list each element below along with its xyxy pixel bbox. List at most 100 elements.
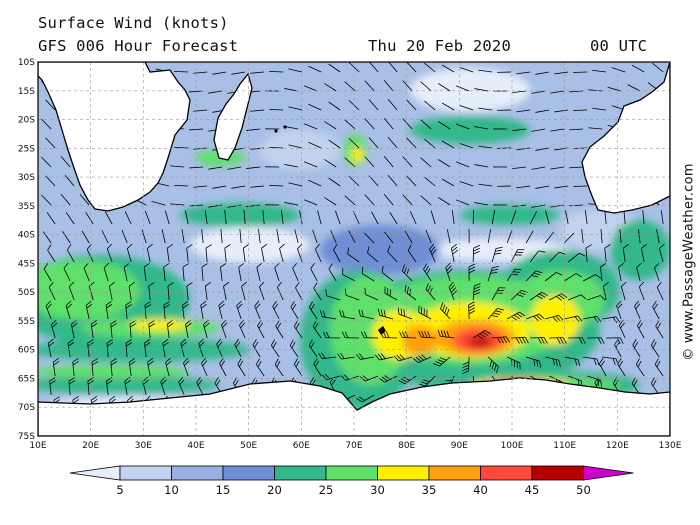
wind-barb (598, 358, 607, 377)
wind-barb (617, 358, 626, 377)
wind-barb (83, 262, 90, 282)
wind-barb (438, 197, 451, 206)
wind-barb (178, 376, 185, 396)
wind-barb (506, 229, 513, 244)
wind-barb (276, 229, 280, 244)
wind-barb (545, 356, 561, 367)
wind-barb (446, 229, 451, 244)
wind-barb (406, 175, 417, 187)
wind-barb (174, 146, 189, 149)
latitude-label: 70S (18, 403, 35, 413)
wind-barb (389, 211, 398, 225)
wind-barb (288, 182, 303, 187)
wind-barb (106, 243, 113, 263)
wind-barb (420, 119, 432, 130)
wind-barb (164, 210, 170, 225)
wind-barb (565, 210, 569, 225)
colorbar-segment (325, 465, 378, 481)
wind-barb (487, 266, 499, 282)
wind-barb (387, 137, 398, 149)
wind-barb (64, 175, 75, 187)
colorbar-label: 30 (370, 483, 385, 497)
wind-barb (308, 339, 318, 358)
wind-barb (189, 204, 204, 207)
wind-barb (299, 210, 303, 225)
wind-barb (212, 185, 227, 189)
colorbar-segment (480, 465, 533, 481)
wind-barb (162, 338, 169, 358)
wind-barb (324, 83, 337, 92)
wind-barb (174, 184, 189, 187)
wind-barb (205, 244, 212, 263)
wind-barb (219, 357, 227, 377)
wind-barb (402, 118, 413, 130)
colorbar-label: 15 (216, 483, 231, 497)
wind-barb (208, 204, 223, 208)
wind-barb (583, 356, 600, 366)
wind-barb (43, 263, 52, 282)
wind-barb (438, 83, 451, 92)
wind-barb (310, 262, 318, 282)
wind-barb (284, 126, 299, 130)
wind-barb (308, 103, 322, 111)
wind-barb (384, 286, 398, 301)
wind-barb (627, 84, 641, 92)
wind-barb (406, 62, 417, 73)
wind-barb (241, 281, 247, 301)
wind-barb (288, 106, 303, 111)
wind-barb (313, 358, 322, 377)
wind-barb (227, 204, 242, 208)
wind-barb (459, 181, 474, 187)
wind-barb (79, 194, 90, 206)
wind-barb (368, 62, 379, 73)
latitude-label: 10S (18, 58, 35, 68)
wind-barb (201, 229, 204, 244)
wind-barb (448, 281, 458, 301)
wind-barb (526, 313, 545, 322)
wind-barb (516, 109, 531, 113)
wind-barb (322, 331, 341, 339)
latitude-label: 35S (18, 202, 35, 212)
latitude-label: 25S (18, 144, 35, 154)
forecast-date: Thu 20 Feb 2020 (368, 37, 511, 55)
wind-barb (650, 339, 660, 358)
wind-barb (364, 287, 379, 301)
wind-barb (424, 138, 436, 149)
wind-barb (652, 300, 660, 320)
longitude-labels: 10E 20E 30E 40E 50E 60E 70E 80E 90E 100E 110E 120E 1… (29, 441, 681, 451)
wind-barb (243, 210, 246, 225)
colorbar-arrow-high (583, 465, 634, 481)
wind-barb (212, 71, 227, 75)
wind-barb (459, 67, 474, 73)
wind-barb (487, 308, 504, 320)
wind-barb (67, 338, 75, 358)
wind-barb (250, 109, 265, 112)
wind-barb (402, 194, 413, 206)
wind-barb (563, 273, 582, 282)
wind-barb (544, 231, 555, 244)
wind-barb (147, 357, 154, 377)
wind-barb (491, 287, 506, 301)
wind-barb (412, 354, 432, 363)
wind-barb (459, 143, 474, 149)
wind-barb (294, 229, 299, 244)
wind-barb (348, 176, 360, 187)
wind-barb (652, 62, 664, 73)
wind-barb (277, 281, 284, 301)
wind-barb (418, 375, 436, 387)
wind-barb (143, 262, 150, 282)
wind-barb (634, 300, 641, 320)
wind-barb (468, 301, 476, 320)
map-area (38, 62, 670, 436)
wind-barb (383, 80, 394, 92)
wind-barb (324, 121, 337, 130)
wind-barb (121, 229, 128, 244)
wind-barb (255, 358, 265, 377)
wind-barb (618, 262, 625, 282)
wind-barb (404, 230, 413, 244)
wind-barb (374, 353, 394, 361)
wind-barb (165, 357, 172, 377)
wind-barb (218, 300, 225, 320)
wind-barb (344, 81, 356, 92)
wind-barb (348, 62, 360, 73)
